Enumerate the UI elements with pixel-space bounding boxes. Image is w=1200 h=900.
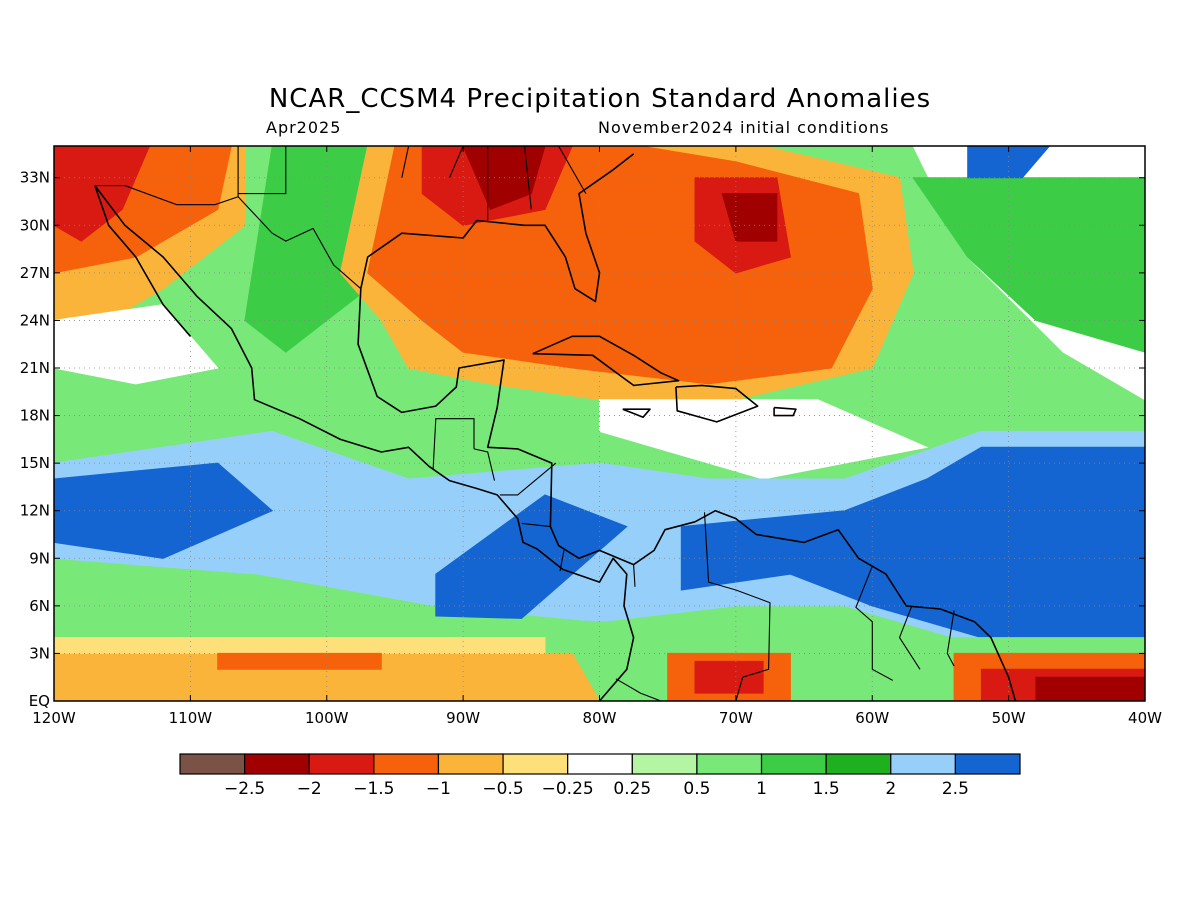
colorbar-label: −0.5 bbox=[482, 779, 523, 799]
colorbar-swatch bbox=[437, 753, 504, 775]
coastline-6 bbox=[622, 408, 651, 419]
coastline-layer bbox=[94, 146, 1017, 701]
lon-tick-label: 40W bbox=[1128, 709, 1162, 727]
coastline-4 bbox=[532, 335, 680, 387]
colorbar-label: −1.5 bbox=[353, 779, 394, 799]
border-3 bbox=[499, 462, 557, 496]
coastline-7 bbox=[773, 406, 797, 417]
lat-tick-label: 12N bbox=[20, 502, 50, 520]
border-4 bbox=[521, 522, 551, 528]
border-11 bbox=[946, 610, 955, 667]
anomaly-region-11 bbox=[54, 304, 219, 385]
lon-tick-label: 90W bbox=[446, 709, 480, 727]
anomaly-region-23 bbox=[217, 652, 382, 670]
anomaly-region-28 bbox=[1035, 676, 1145, 701]
lon-tick-label: 50W bbox=[992, 709, 1026, 727]
border-8 bbox=[615, 678, 662, 701]
colorbar-swatch bbox=[760, 753, 827, 775]
lat-tick-label: 21N bbox=[20, 359, 50, 377]
border-2 bbox=[473, 448, 496, 481]
anomaly-fill-layer bbox=[54, 146, 1145, 701]
colorbar-swatch bbox=[502, 753, 569, 775]
colorbar-label: 0.25 bbox=[613, 779, 651, 799]
border-10 bbox=[898, 605, 921, 670]
colorbar-label: 1 bbox=[756, 779, 767, 799]
lat-tick-label: 18N bbox=[20, 407, 50, 425]
lon-tick-label: 70W bbox=[719, 709, 753, 727]
border-15 bbox=[448, 146, 464, 178]
anomaly-region-25 bbox=[694, 660, 764, 694]
anomaly-region-17 bbox=[435, 494, 628, 623]
border-18 bbox=[558, 146, 587, 194]
coastline-1 bbox=[94, 185, 192, 337]
valid-month-label: Apr2025 bbox=[266, 118, 342, 137]
lon-tick-label: 100W bbox=[305, 709, 349, 727]
lat-tick-label: 15N bbox=[20, 454, 50, 472]
coastline-0 bbox=[94, 185, 635, 701]
colorbar-swatch bbox=[890, 753, 956, 775]
lat-tick-label: EQ bbox=[29, 692, 50, 710]
colorbar-swatch bbox=[179, 753, 246, 775]
border-9 bbox=[855, 565, 893, 681]
lon-tick-label: 60W bbox=[855, 709, 889, 727]
colorbar-swatch bbox=[373, 753, 440, 775]
colorbar-swatch bbox=[631, 753, 698, 775]
colorbar-swatch bbox=[825, 753, 892, 775]
colorbar-label: −2 bbox=[297, 779, 322, 799]
colorbar-swatch bbox=[244, 753, 310, 775]
border-7 bbox=[703, 512, 771, 701]
border-6 bbox=[633, 564, 636, 587]
lon-tick-label: 120W bbox=[32, 709, 76, 727]
lon-tick-label: 110W bbox=[169, 709, 213, 727]
map-title: NCAR_CCSM4 Precipitation Standard Anomal… bbox=[268, 84, 932, 114]
coastline-5 bbox=[675, 384, 759, 423]
anomaly-region-1 bbox=[244, 146, 382, 353]
border-0 bbox=[94, 185, 362, 290]
colorbar-label: 2 bbox=[885, 779, 896, 799]
coastline-2 bbox=[360, 153, 635, 303]
anomaly-region-14 bbox=[912, 177, 1145, 353]
anomaly-region-10 bbox=[721, 193, 778, 242]
lon-tick-label: 80W bbox=[583, 709, 617, 727]
lat-tick-label: 24N bbox=[20, 311, 50, 329]
lat-tick-label: 9N bbox=[29, 549, 50, 567]
init-conditions-label: November2024 initial conditions bbox=[598, 118, 890, 137]
border-14 bbox=[401, 146, 410, 178]
colorbar-swatch bbox=[696, 753, 763, 775]
colorbar-label: −0.25 bbox=[542, 779, 594, 799]
border-17 bbox=[523, 146, 532, 210]
colorbar-label: 2.5 bbox=[942, 779, 969, 799]
lat-tick-label: 27N bbox=[20, 264, 50, 282]
anomaly-region-18 bbox=[680, 446, 1145, 639]
colorbar-swatch bbox=[954, 753, 1021, 775]
lat-tick-label: 30N bbox=[20, 216, 50, 234]
border-1 bbox=[432, 418, 475, 470]
lat-tick-label: 6N bbox=[29, 597, 50, 615]
anomaly-region-22 bbox=[54, 637, 546, 654]
colorbar-label: −1 bbox=[426, 779, 451, 799]
colorbar-label: 0.5 bbox=[683, 779, 710, 799]
colorbar-swatch bbox=[308, 753, 375, 775]
border-13 bbox=[238, 146, 287, 195]
color-legend: −2.5 −2 −1.5 −1 −0.5 −0.25 0.25 0.5 1 1.5 2 2.5 bbox=[179, 753, 1021, 799]
colorbar-label: 1.5 bbox=[813, 779, 840, 799]
anomaly-region-16 bbox=[54, 462, 274, 559]
colorbar-label: −2.5 bbox=[224, 779, 265, 799]
graticule bbox=[54, 146, 1145, 701]
colorbar-swatch bbox=[567, 753, 633, 775]
lat-tick-label: 33N bbox=[20, 169, 50, 187]
border-5 bbox=[559, 550, 565, 572]
lat-tick-label: 3N bbox=[29, 644, 50, 662]
